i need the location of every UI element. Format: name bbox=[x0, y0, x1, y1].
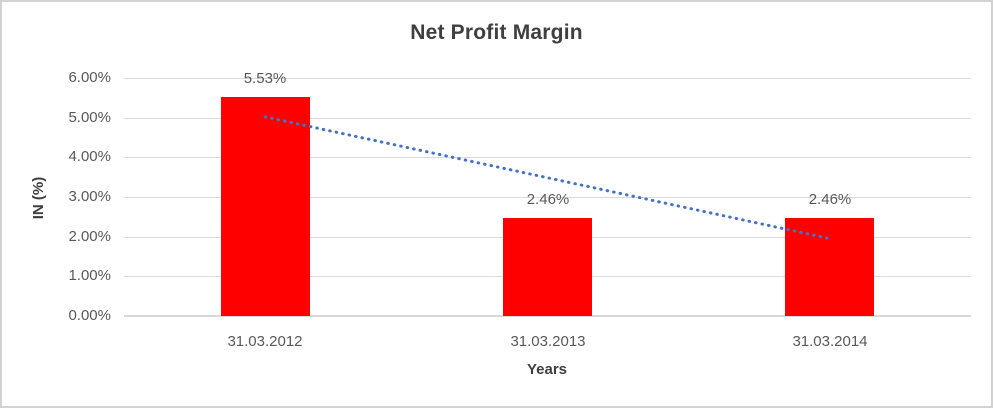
x-tick-label: 31.03.2012 bbox=[227, 333, 303, 350]
x-tick-label: 31.03.2013 bbox=[510, 333, 586, 350]
x-axis-line bbox=[124, 315, 971, 317]
bar-data-label: 2.46% bbox=[808, 191, 852, 208]
bar-data-label: 5.53% bbox=[243, 70, 287, 87]
gridline-5 bbox=[124, 118, 971, 119]
trendline bbox=[263, 115, 832, 241]
x-axis-title: Years bbox=[526, 361, 568, 378]
y-tick-label: 3.00% bbox=[68, 188, 111, 205]
y-tick-label: 4.00% bbox=[68, 148, 111, 165]
y-tick-label: 1.00% bbox=[68, 267, 111, 284]
bar-31.03.2013 bbox=[503, 218, 592, 316]
y-tick-label: 5.00% bbox=[68, 109, 111, 126]
y-tick-label: 0.00% bbox=[68, 307, 111, 324]
y-tick-label: 2.00% bbox=[68, 228, 111, 245]
plot-area: 5.53% 2.46% 2.46% bbox=[124, 70, 971, 317]
gridline-6 bbox=[124, 78, 971, 79]
bar-31.03.2014 bbox=[785, 218, 874, 316]
bar-data-label: 2.46% bbox=[526, 191, 570, 208]
bar-31.03.2012 bbox=[221, 97, 310, 316]
gridline-4 bbox=[124, 157, 971, 158]
chart-title: Net Profit Margin bbox=[410, 21, 583, 44]
gridline-3 bbox=[124, 197, 971, 198]
trendline-path bbox=[263, 115, 832, 241]
y-tick-label: 6.00% bbox=[68, 69, 111, 86]
x-tick-label: 31.03.2014 bbox=[792, 333, 868, 350]
